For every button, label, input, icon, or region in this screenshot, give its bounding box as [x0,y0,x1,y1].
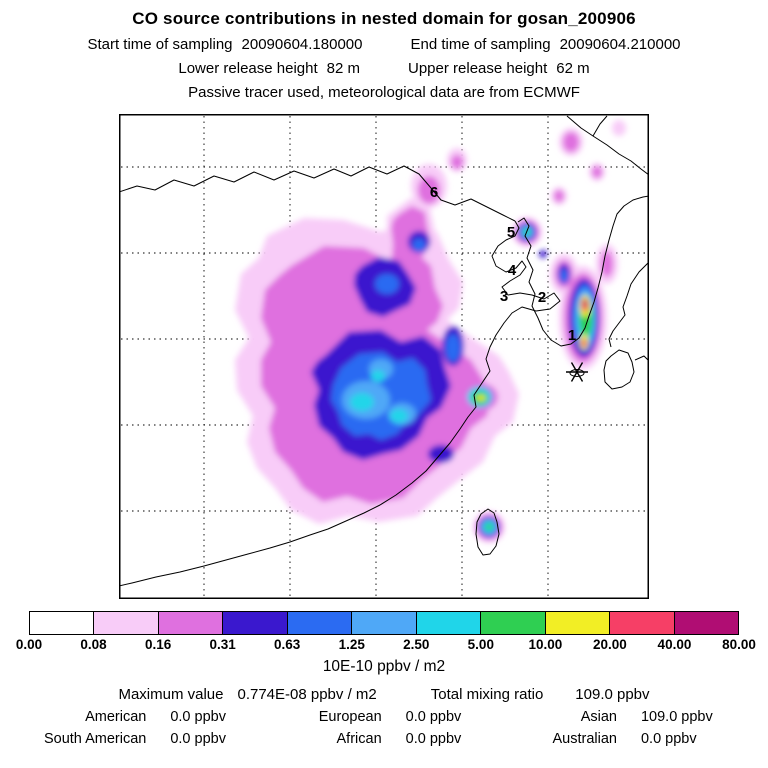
upper-release-label: Upper release height [408,60,548,77]
upper-release-value: 62 m [556,60,590,77]
region-value: 0.0 ppbv [640,731,697,747]
colorbar-tick: 0.00 [15,637,43,652]
korea-coastline [517,195,648,347]
lower-release-value: 82 m [326,60,360,77]
region-label: Asian [580,709,617,725]
coastlines [120,115,648,587]
summary-line: Maximum value 0.774E-08 ppbv / m2 Total … [0,686,768,703]
colorbar-swatch [158,612,224,634]
colorbar-swatch [610,612,675,634]
japan-kyushu-coastline [603,349,635,390]
region-contribution: African 0.0 ppbv [266,731,501,747]
lower-release-label: Lower release height [178,60,318,77]
gosan-marker [566,362,588,382]
russia-border-line [592,115,608,137]
colorbar-tick: 0.16 [144,637,172,652]
region-contribution: Australian 0.0 ppbv [502,731,737,747]
region-contribution: South American 0.0 ppbv [31,731,266,747]
region-label: Australian [552,731,617,747]
colorbar-swatch [416,612,482,634]
colorbar-swatch [30,612,95,634]
colorbar-tick: 10.00 [528,637,563,652]
plume-layers [235,120,626,543]
colorbar-tick: 0.31 [209,637,236,652]
end-time: End time of sampling 20090604.210000 [410,36,680,53]
figure: CO source contributions in nested domain… [0,9,768,747]
upper-release-height: Upper release height 62 m [408,60,590,77]
colorbar-tick: 0.63 [274,637,301,652]
japan-honshu-coastline [608,262,648,348]
figure-title: CO source contributions in nested domain… [132,9,636,28]
region-value: 0.0 ppbv [405,731,462,747]
map-canvas: 6 5 4 3 2 1 [119,114,649,599]
sampling-times-line: Start time of sampling 20090604.180000 E… [0,36,768,53]
region-label: African [336,731,382,747]
russia-coastline [566,115,648,175]
receptor-label-3: 3 [500,288,508,305]
region-value: 0.0 ppbv [405,709,462,725]
end-time-value: 20090604.210000 [559,36,681,53]
colorbar-tick: 0.08 [80,637,107,652]
receptor-label-5: 5 [507,224,515,241]
japan-shikoku-coastline [634,355,648,361]
end-time-label: End time of sampling [410,36,551,53]
colorbar-tick: 40.00 [657,637,692,652]
region-value: 0.0 ppbv [170,731,226,747]
total-mixing-ratio-value: 109.0 ppbv [575,686,650,703]
maximum-value-label: Maximum value [118,686,224,703]
maximum-value: 0.774E-08 ppbv / m2 [237,686,377,703]
lower-release-height: Lower release height 82 m [178,60,360,77]
taiwan-coastline [475,508,500,556]
receptor-label-6: 6 [430,184,438,201]
colorbar-tick: 80.00 [722,637,756,652]
colorbar-swatch [481,612,546,634]
start-time-label: Start time of sampling [87,36,233,53]
colorbar-tick: 20.00 [593,637,627,652]
receptor-label-2: 2 [538,289,546,306]
colorbar-swatches [29,611,739,635]
colorbar-swatch [287,612,353,634]
northern-border-line [120,165,516,222]
region-contribution: European 0.0 ppbv [266,709,501,725]
map-panel: 6 5 4 3 2 1 [119,114,649,599]
colorbar-ticks: 0.00 0.08 0.16 0.31 0.63 1.25 2.50 5.00 10.00 20.… [16,637,756,654]
jeju-island-outline [569,369,585,377]
colorbar: 0.00 0.08 0.16 0.31 0.63 1.25 2.50 5.00 10.00 20.… [16,611,756,676]
colorbar-tick: 2.50 [403,637,430,652]
region-label: American [85,709,147,725]
colorbar-swatch [545,612,611,634]
region-label: South American [43,731,147,747]
colorbar-swatch [674,612,738,634]
colorbar-tick: 1.25 [338,637,365,652]
map-border [119,114,649,599]
tracer-note: Passive tracer used, meteorological data… [188,84,580,101]
receptor-label-1: 1 [568,327,576,344]
region-contribution: Asian 109.0 ppbv [502,709,737,725]
region-label: European [318,709,382,725]
release-heights-line: Lower release height 82 m Upper release … [0,60,768,77]
region-contribution: American 0.0 ppbv [31,709,266,725]
china-coastline [120,220,561,587]
receptor-label-4: 4 [508,262,517,279]
receptor-labels: 6 5 4 3 2 1 [430,184,576,344]
start-time: Start time of sampling 20090604.180000 [87,36,362,53]
total-mixing-ratio-label: Total mixing ratio [430,686,544,703]
regional-contributions: American 0.0 ppbv European 0.0 ppbv Asia… [31,709,737,747]
region-value: 0.0 ppbv [170,709,226,725]
colorbar-swatch [223,612,288,634]
colorbar-units: 10E-10 ppbv / m2 [322,658,446,675]
start-time-value: 20090604.180000 [241,36,363,53]
colorbar-swatch [352,612,417,634]
region-value: 109.0 ppbv [640,709,713,725]
colorbar-swatch [94,612,159,634]
colorbar-tick: 5.00 [467,637,494,652]
